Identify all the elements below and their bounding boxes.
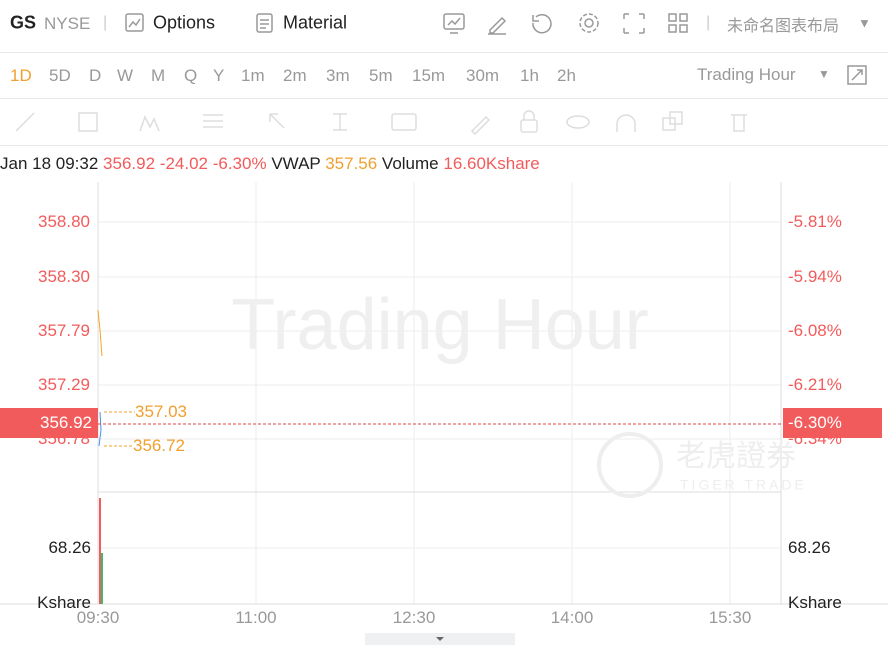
- timeframe[interactable]: 1D: [10, 66, 32, 85]
- vwap: 357.56: [325, 154, 378, 173]
- top-bar: [0, 0, 888, 53]
- datetime: Jan 18 09:32: [0, 154, 99, 173]
- separator: |: [103, 14, 108, 31]
- timeframe[interactable]: 30m: [466, 66, 500, 85]
- current-pct: -6.30%: [788, 413, 842, 432]
- axes: [0, 182, 888, 605]
- session-high: 357.03: [135, 402, 187, 421]
- info-line: Jan 18 09:32 356.92 -24.02 -6.30% VWAP 3…: [0, 154, 540, 174]
- timeframe[interactable]: 2h: [557, 66, 576, 85]
- volume-unit: Kshare: [788, 593, 842, 612]
- time-tick: 11:00: [235, 608, 277, 627]
- timeframe[interactable]: W: [117, 66, 134, 85]
- vwap-line: [97, 309, 103, 357]
- timeframe[interactable]: D: [89, 66, 102, 85]
- exchange: NYSE: [44, 14, 91, 33]
- timeframe[interactable]: 2m: [283, 66, 307, 85]
- timeframe[interactable]: 1m: [241, 66, 265, 85]
- volume-unit: Kshare: [37, 593, 91, 612]
- session-low: 356.72: [133, 436, 185, 455]
- current-price: 356.92: [40, 413, 92, 432]
- timeframe[interactable]: 5D: [49, 66, 71, 85]
- price-tag: [0, 408, 98, 438]
- timeframe[interactable]: 3m: [326, 66, 350, 85]
- timeframe[interactable]: 15m: [412, 66, 446, 85]
- time-tick: 12:30: [392, 608, 436, 627]
- brand-logo: [597, 432, 663, 498]
- price-tick: 357.29: [38, 375, 90, 394]
- time-tick: 09:30: [76, 608, 120, 627]
- grid: [98, 182, 781, 604]
- vwap-label: VWAP: [271, 154, 321, 173]
- scroll-arrow: [436, 637, 444, 641]
- volume-tick: 68.26: [788, 538, 831, 557]
- drawing-tools: [15, 110, 747, 136]
- icons: [125, 13, 867, 85]
- change-pct: -6.30%: [212, 154, 267, 173]
- dropdown-arrow: ▼: [818, 67, 830, 81]
- symbol: GS: [10, 12, 37, 33]
- session[interactable]: Trading Hour: [697, 65, 796, 84]
- price-line: [98, 411, 102, 447]
- price: 356.92: [103, 154, 156, 173]
- hl-leaders: [104, 411, 135, 447]
- volume-bar: [99, 498, 101, 604]
- layout-name[interactable]: 未命名图表布局: [727, 18, 840, 35]
- volume-label: Volume: [381, 154, 439, 173]
- price-tick: 358.30: [38, 267, 90, 286]
- timeframe[interactable]: 1h: [520, 66, 539, 85]
- volume-bar: [101, 553, 103, 604]
- menu-options[interactable]: Options: [153, 12, 216, 33]
- pct-tick: -6.21%: [788, 375, 842, 394]
- time-tick: 15:30: [708, 608, 752, 627]
- timeframe[interactable]: Y: [213, 66, 225, 85]
- volume-tick: 68.26: [48, 538, 91, 557]
- brand-en: TIGER TRADE: [680, 477, 807, 493]
- pct-tick: -6.08%: [788, 321, 842, 340]
- change: -24.02: [159, 154, 208, 173]
- separator: |: [706, 14, 711, 31]
- timeframe[interactable]: M: [151, 66, 166, 85]
- pct-tag: [783, 408, 882, 438]
- timeframe-bar: [0, 52, 888, 99]
- watermark: Trading Hour: [231, 285, 649, 365]
- volume: 16.60Kshare: [443, 154, 540, 173]
- tool-bar: [0, 98, 888, 146]
- dropdown-arrow: ▼: [858, 15, 871, 31]
- timeframe[interactable]: 5m: [369, 66, 393, 85]
- pct-tick: -6.34%: [788, 429, 842, 448]
- price-tick: 356.78: [38, 429, 90, 448]
- pct-tick: -5.81%: [788, 212, 842, 231]
- time-tick: 14:00: [550, 608, 594, 627]
- pct-tick: -5.94%: [788, 267, 842, 286]
- timeframe[interactable]: Q: [184, 66, 198, 85]
- brand: 老虎證券: [676, 440, 796, 473]
- menu-material[interactable]: Material: [283, 12, 348, 33]
- price-tick: 357.79: [38, 321, 90, 340]
- price-tick: 358.80: [38, 212, 90, 231]
